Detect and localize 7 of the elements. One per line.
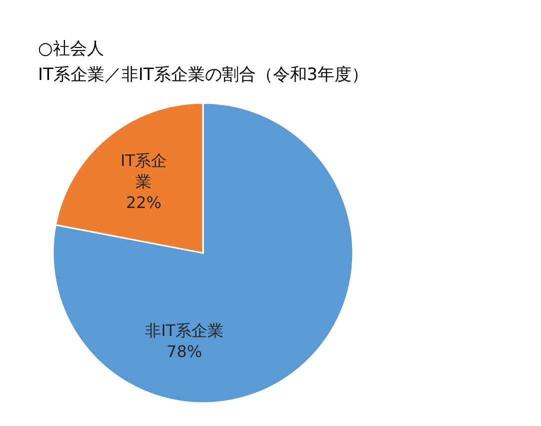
chart-subtitle: IT系企業／非IT系企業の割合（令和3年度） bbox=[38, 65, 369, 85]
chart-title: ○社会人 bbox=[38, 39, 104, 59]
pie-slice bbox=[52, 102, 354, 404]
data-label: 22% bbox=[126, 192, 162, 212]
slice-label: 非IT系企業 bbox=[145, 321, 224, 340]
slice-label: IT系企業 bbox=[120, 150, 167, 191]
data-label: 78% bbox=[166, 342, 202, 362]
